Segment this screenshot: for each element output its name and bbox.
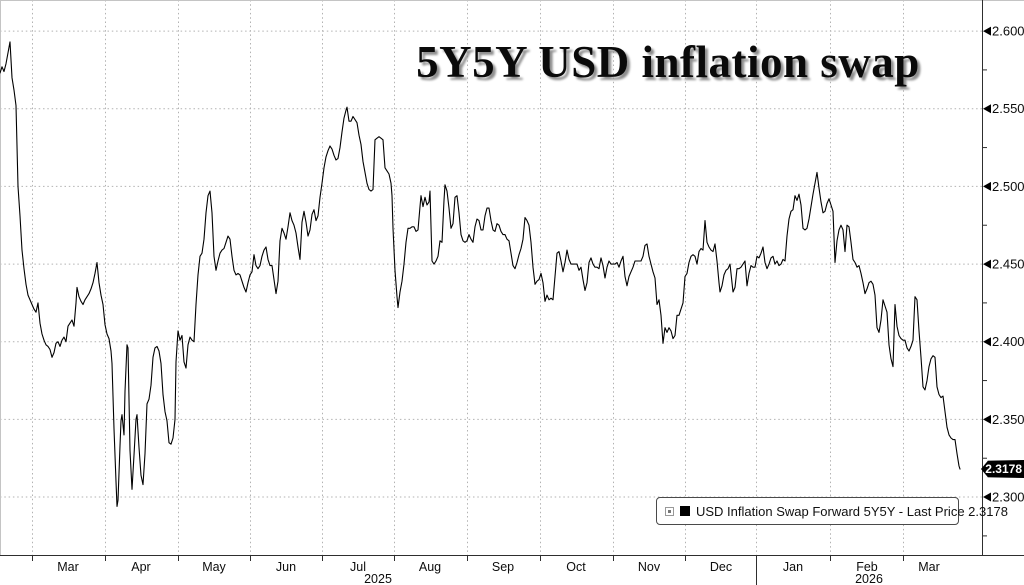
month-label: Jun [276, 560, 296, 574]
month-label: Dec [710, 560, 732, 574]
y-tick-arrow-icon [983, 492, 991, 502]
legend-series-label: USD Inflation Swap Forward 5Y5Y - Last P… [696, 503, 1008, 519]
month-label: Aug [419, 560, 441, 574]
year-label: 2025 [364, 572, 392, 585]
year-label: 2026 [855, 572, 883, 585]
month-label: Jul [350, 560, 366, 574]
y-tick-arrow-icon [983, 337, 991, 347]
y-axis-label: 2.3000 [992, 490, 1024, 505]
last-price-value: 2.3178 [985, 462, 1022, 476]
y-tick-arrow-icon [983, 414, 991, 424]
month-label: May [202, 560, 226, 574]
y-tick-arrow-icon [983, 181, 991, 191]
legend-collapse-icon[interactable] [665, 506, 674, 516]
month-label: Mar [57, 560, 79, 574]
month-label: Oct [566, 560, 586, 574]
y-axis-label: 2.5000 [992, 179, 1024, 194]
y-axis-label: 2.4000 [992, 334, 1024, 349]
month-label: Nov [638, 560, 661, 574]
legend-box[interactable]: USD Inflation Swap Forward 5Y5Y - Last P… [656, 497, 1008, 525]
y-axis-label: 2.5500 [992, 101, 1024, 116]
last-price-badge: 2.3178 [981, 460, 1024, 478]
month-label: Mar [918, 560, 940, 574]
y-axis-label: 2.3500 [992, 412, 1024, 427]
y-axis-label: 2.4500 [992, 257, 1024, 272]
y-tick-arrow-icon [983, 104, 991, 114]
y-tick-arrow-icon [983, 259, 991, 269]
legend-collapse-dot [668, 509, 671, 513]
month-label: Jan [783, 560, 803, 574]
month-label: Apr [131, 560, 150, 574]
price-line [0, 41, 961, 507]
y-axis-label: 2.6000 [992, 24, 1024, 39]
chart-title: 5Y5Y USD inflation swap [416, 37, 920, 87]
month-label: Sep [492, 560, 514, 574]
legend-series-swatch-icon [680, 506, 690, 516]
y-tick-arrow-icon [983, 26, 991, 36]
month-label: Feb [856, 560, 878, 574]
